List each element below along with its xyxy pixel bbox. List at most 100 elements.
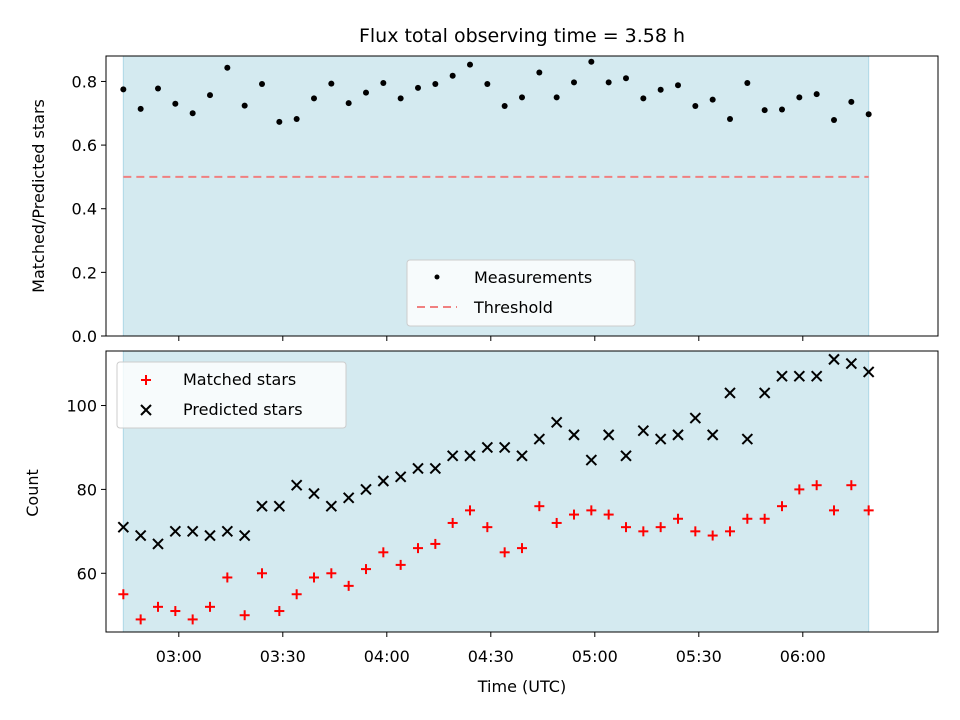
y-tick-label: 0.6: [72, 136, 97, 155]
predicted-star-point: [360, 483, 372, 496]
predicted-star-point: [828, 353, 840, 366]
measurement-point: [692, 102, 699, 109]
predicted-star-point: [776, 370, 788, 382]
cross-stroke: [342, 492, 355, 504]
measurement-point: [259, 81, 265, 87]
y-tick-label: 80: [77, 480, 97, 499]
cross-stroke: [828, 353, 840, 366]
cross-stroke: [204, 529, 216, 542]
x-tick-label: 05:00: [572, 647, 618, 666]
matched-star-point: [291, 589, 302, 600]
legend-label-measurements: Measurements: [474, 268, 592, 287]
legend-label-matched: Matched stars: [183, 370, 296, 389]
matched-star-point: [759, 513, 770, 524]
y-tick-label: 0.8: [72, 72, 97, 91]
matched-star-point: [361, 564, 371, 575]
cross-stroke: [758, 387, 771, 399]
cross-stroke: [585, 454, 598, 466]
cross-stroke: [117, 521, 130, 533]
x-tick-label: 03:30: [260, 647, 306, 666]
matched-star-point: [794, 484, 805, 495]
bottom-legend: Matched stars Predicted stars: [116, 361, 347, 429]
cross-stroke: [464, 450, 476, 462]
measurement-point: [865, 111, 872, 118]
measurement-point: [536, 69, 543, 76]
matched-star-point: [517, 543, 527, 554]
x-tick-label: 05:30: [676, 647, 722, 666]
matched-star-point: [690, 526, 701, 537]
predicted-star-point: [325, 500, 338, 512]
cross-stroke: [620, 450, 632, 462]
matched-star-point: [395, 559, 406, 570]
measurement-point: [484, 81, 491, 87]
matched-star-point: [447, 517, 458, 528]
matched-star-point: [725, 526, 735, 537]
matched-star-point: [829, 505, 839, 516]
matched-star-point: [343, 580, 354, 591]
predicted-star-point: [394, 471, 407, 483]
predicted-star-point: [516, 450, 528, 462]
matched-star-point: [257, 568, 267, 579]
matched-star-point: [153, 601, 163, 612]
predicted-star-point: [758, 387, 771, 399]
measurement-point: [432, 81, 439, 87]
predicted-star-point: [204, 529, 216, 542]
cross-stroke: [134, 529, 147, 542]
predicted-star-point: [741, 433, 754, 445]
predicted-star-point: [273, 500, 286, 512]
matched-star-point: [655, 522, 666, 533]
predicted-star-point: [117, 521, 130, 533]
measurement-point: [761, 107, 768, 114]
legend-box: [116, 361, 347, 429]
bottom-y-axis-label: Count: [23, 469, 42, 517]
matched-star-point: [205, 601, 215, 612]
predicted-star-point: [221, 525, 234, 538]
cross-stroke: [308, 487, 320, 500]
cross-stroke: [776, 370, 788, 382]
matched-star-point: [846, 480, 857, 491]
measurement-point: [155, 85, 161, 92]
matched-star-point: [239, 610, 250, 621]
measurement-point: [709, 96, 716, 103]
predicted-star-point: [706, 429, 719, 441]
y-tick-label: 0.0: [72, 327, 97, 346]
cross-stroke: [169, 525, 182, 538]
predicted-star-point: [654, 433, 667, 445]
measurement-point: [293, 116, 300, 122]
measurement-point: [831, 116, 837, 123]
predicted-star-point: [793, 370, 806, 382]
measurement-point: [328, 80, 335, 87]
measurement-point: [241, 102, 248, 109]
cross-stroke: [140, 404, 152, 416]
top-panel: 0.0 0.2 0.4 0.6 0.8 Measurements Threshold: [72, 55, 939, 346]
cross-stroke: [238, 529, 251, 542]
matched-star-point: [673, 513, 683, 524]
x-tick-label: 04:00: [364, 647, 410, 666]
measurement-point: [397, 95, 404, 102]
predicted-star-point: [481, 441, 494, 454]
measurement-point: [640, 95, 647, 102]
x-axis-label: Time (UTC): [477, 677, 566, 696]
legend-box: [406, 259, 636, 327]
predicted-star-point: [169, 525, 182, 538]
cross-stroke: [516, 450, 528, 462]
measurement-point: [519, 94, 525, 101]
cross-stroke: [290, 479, 303, 491]
measurement-point: [224, 64, 231, 71]
predicted-star-point: [810, 370, 823, 382]
bottom-panel: 60 80 100 03:00 03:30 04:00 04:30 05:00 05:30 06:…: [66, 350, 939, 666]
matched-star-point: [569, 509, 579, 520]
cross-stroke: [706, 429, 719, 441]
matched-star-point: [742, 513, 753, 524]
predicted-star-point: [186, 525, 199, 538]
predicted-star-point: [672, 429, 684, 441]
predicted-star-point: [342, 492, 355, 504]
predicted-star-point: [533, 433, 546, 445]
measurement-point: [623, 75, 629, 82]
cross-stroke: [689, 412, 702, 424]
predicted-star-point: [689, 412, 702, 424]
matched-star-point: [326, 568, 337, 579]
matched-star-point: [222, 572, 233, 583]
matched-star-point: [413, 543, 423, 554]
